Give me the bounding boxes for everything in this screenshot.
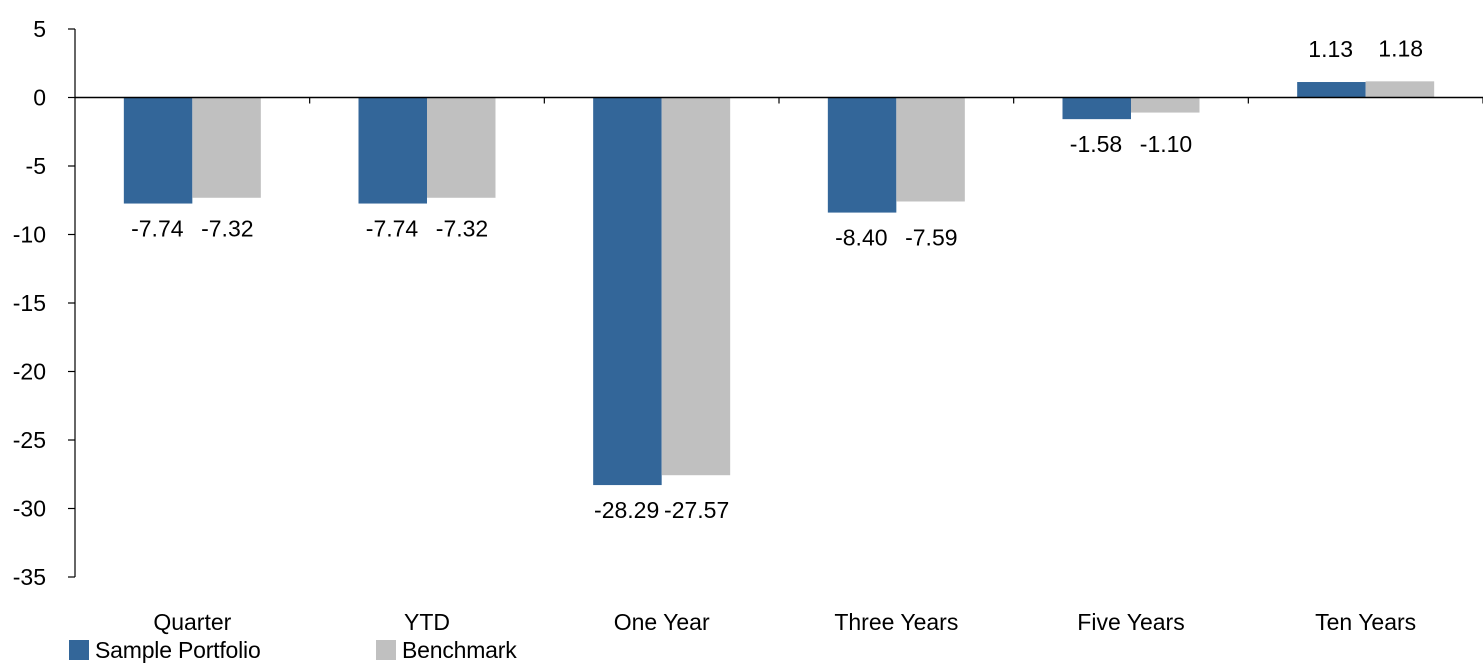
bar-benchmark [192,97,261,198]
y-tick-label: -15 [13,290,46,316]
bar-sample-portfolio [593,97,662,486]
bar-sample-portfolio [827,97,897,213]
y-tick-label: 5 [33,16,46,42]
x-category-label: YTD [404,609,450,635]
y-tick-label: 0 [33,85,46,111]
y-tick-label: -10 [13,222,46,248]
y-tick-label: -25 [13,427,46,453]
data-label-benchmark: -7.59 [905,225,957,251]
bar-sample-portfolio [123,97,193,204]
legend-item-sample-portfolio: Sample Portfolio [69,637,261,663]
bar-benchmark [1365,81,1435,98]
bar-sample-portfolio [358,97,427,204]
legend-label-benchmark: Benchmark [402,636,517,663]
bar-benchmark [427,97,496,198]
data-label-sample-portfolio: -8.40 [835,225,887,251]
bar-sample-portfolio [1062,97,1131,120]
data-label-sample-portfolio: -7.74 [366,216,419,242]
x-category-label: Ten Years [1315,609,1416,635]
data-label-sample-portfolio: -7.74 [131,216,184,242]
data-label-benchmark: -7.32 [436,216,488,242]
legend-swatch-benchmark [376,640,396,660]
data-label-benchmark: -27.57 [664,497,729,523]
data-label-benchmark: -7.32 [201,216,253,242]
bar-benchmark [1131,97,1200,113]
data-label-benchmark: -1.10 [1140,131,1192,157]
x-category-label: One Year [614,609,710,635]
bar-sample-portfolio [1297,82,1366,98]
bar-benchmark [896,97,965,202]
data-label-sample-portfolio: -1.58 [1070,131,1122,157]
data-label-sample-portfolio: 1.13 [1308,36,1353,62]
y-tick-label: -5 [26,153,46,179]
y-tick-label: -30 [13,496,46,522]
x-category-label: Quarter [153,609,231,635]
x-category-label: Five Years [1077,609,1184,635]
x-category-label: Three Years [834,609,958,635]
data-label-sample-portfolio: -28.29 [594,497,659,523]
legend-item-benchmark: Benchmark [376,637,517,663]
data-label-benchmark: 1.18 [1378,35,1423,61]
legend-label-sample-portfolio: Sample Portfolio [95,636,261,663]
y-tick-label: -35 [13,564,46,590]
y-tick-label: -20 [13,359,46,385]
legend-swatch-sample-portfolio [69,640,89,660]
bar-benchmark [661,97,731,476]
